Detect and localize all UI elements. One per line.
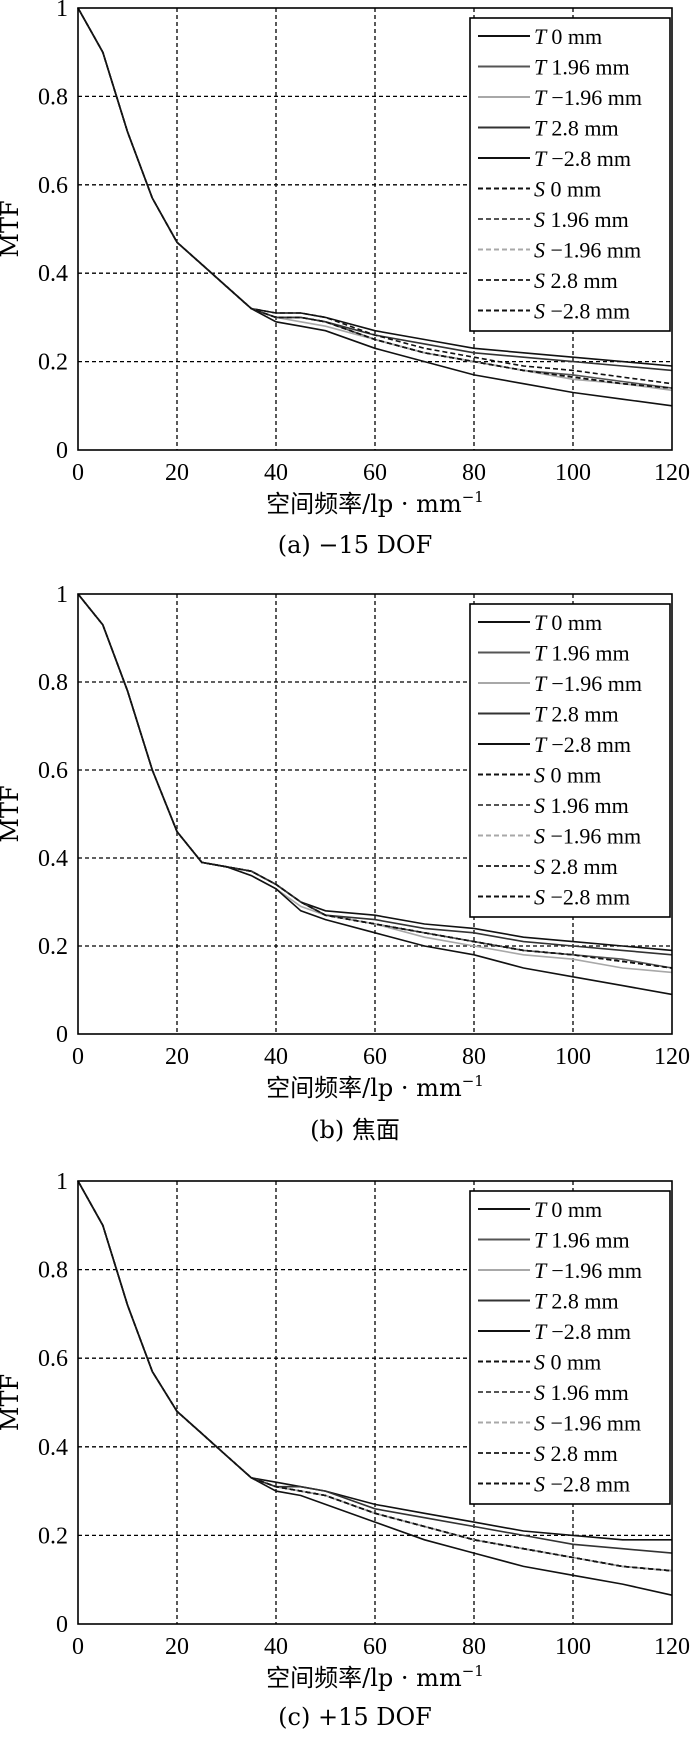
legend-label: T 0 mm bbox=[534, 24, 602, 49]
legend-label: S 2.8 mm bbox=[534, 268, 618, 293]
legend-label: T 2.8 mm bbox=[534, 1289, 619, 1314]
legend-label: S −2.8 mm bbox=[534, 1472, 630, 1497]
legend-label: T −2.8 mm bbox=[534, 732, 631, 757]
x-tick-label: 20 bbox=[165, 1044, 189, 1070]
legend-label: S −2.8 mm bbox=[534, 299, 630, 324]
legend: T 0 mm T 1.96 mm T −1.96 mm T 2.8 mm T −2.8 … bbox=[469, 1190, 671, 1505]
y-axis-label: MTF bbox=[0, 200, 24, 257]
series-line bbox=[77, 1180, 673, 1572]
x-tick-label: 20 bbox=[165, 1634, 189, 1660]
series-line bbox=[77, 593, 673, 969]
chart-panel-2: 0 20 40 60 80 100 120 0 0.2 0.4 0.6 0.8 1 MTF 空间频率/lp … bbox=[0, 582, 690, 1144]
legend: T 0 mm T 1.96 mm T −1.96 mm T 2.8 mm T −2.8 … bbox=[469, 603, 671, 918]
y-tick-label: 0.4 bbox=[38, 846, 68, 872]
x-tick-label: 40 bbox=[264, 460, 288, 486]
plot-frame bbox=[77, 1180, 673, 1625]
y-axis-label: MTF bbox=[0, 785, 24, 842]
legend-label: T 2.8 mm bbox=[534, 116, 619, 141]
legend-label: S 1.96 mm bbox=[534, 207, 629, 232]
x-axis-label: 空间频率/lp · mm−1 bbox=[266, 1072, 484, 1102]
y-tick-label: 0.4 bbox=[38, 261, 68, 287]
x-tick-label: 100 bbox=[555, 1634, 591, 1660]
x-tick-label: 0 bbox=[72, 1634, 84, 1660]
legend-label: S −1.96 mm bbox=[534, 238, 641, 263]
legend-label: T 2.8 mm bbox=[534, 702, 619, 727]
legend-label: T −2.8 mm bbox=[534, 146, 631, 171]
y-tick-label: 0.4 bbox=[38, 1435, 68, 1461]
legend-label: T 0 mm bbox=[534, 610, 602, 635]
x-tick-label: 0 bbox=[72, 460, 84, 486]
x-tick-label: 40 bbox=[264, 1044, 288, 1070]
legend-label: S 0 mm bbox=[534, 177, 601, 202]
x-tick-label: 80 bbox=[462, 1044, 486, 1070]
legend-label: S 2.8 mm bbox=[534, 1441, 618, 1466]
legend: T 0 mm T 1.96 mm T −1.96 mm T 2.8 mm T −2.8 … bbox=[469, 17, 671, 332]
y-tick-label: 0.6 bbox=[38, 1346, 68, 1372]
legend-label: S −1.96 mm bbox=[534, 824, 641, 849]
x-tick-label: 120 bbox=[654, 1044, 690, 1070]
legend-label: T 1.96 mm bbox=[534, 55, 630, 80]
x-tick-label: 100 bbox=[555, 460, 591, 486]
plot-frame bbox=[77, 593, 673, 1035]
y-tick-label: 0.6 bbox=[38, 758, 68, 784]
x-tick-label: 20 bbox=[165, 460, 189, 486]
y-tick-label: 0.8 bbox=[38, 84, 68, 110]
chart-panel-1: 0 20 40 60 80 100 120 0 0.2 0.4 0.6 0.8 1 MTF 空间频率/lp … bbox=[0, 0, 690, 559]
legend-label: T −2.8 mm bbox=[534, 1319, 631, 1344]
legend-label: T 1.96 mm bbox=[534, 1228, 630, 1253]
x-tick-label: 60 bbox=[363, 1634, 387, 1660]
y-tick-label: 0.2 bbox=[38, 350, 68, 376]
panel-caption: (b) 焦面 bbox=[310, 1116, 400, 1144]
x-tick-label: 60 bbox=[363, 1044, 387, 1070]
chart-panel-3: 0 20 40 60 80 100 120 0 0.2 0.4 0.6 0.8 1 MTF 空间频率/lp … bbox=[0, 1169, 690, 1731]
y-tick-label: 0.2 bbox=[38, 1523, 68, 1549]
legend-label: S 0 mm bbox=[534, 763, 601, 788]
legend-box bbox=[469, 17, 671, 332]
legend-box bbox=[469, 1190, 671, 1505]
x-tick-label: 120 bbox=[654, 1634, 690, 1660]
plot-frame bbox=[77, 7, 673, 451]
x-axis-label: 空间频率/lp · mm−1 bbox=[266, 488, 484, 518]
panel-caption: (a) −15 DOF bbox=[278, 531, 433, 559]
y-tick-label: 1 bbox=[56, 582, 68, 608]
legend-label: T −1.96 mm bbox=[534, 85, 642, 110]
y-tick-label: 0 bbox=[56, 1022, 68, 1048]
series-line bbox=[77, 7, 673, 389]
x-axis-label: 空间频率/lp · mm−1 bbox=[266, 1662, 484, 1692]
y-tick-label: 0.2 bbox=[38, 934, 68, 960]
y-tick-label: 0 bbox=[56, 438, 68, 464]
legend-label: T 0 mm bbox=[534, 1197, 602, 1222]
legend-label: T 1.96 mm bbox=[534, 641, 630, 666]
legend-label: S 1.96 mm bbox=[534, 1380, 629, 1405]
legend-label: T −1.96 mm bbox=[534, 671, 642, 696]
legend-label: S 1.96 mm bbox=[534, 793, 629, 818]
y-tick-label: 0.8 bbox=[38, 1258, 68, 1284]
x-tick-label: 40 bbox=[264, 1634, 288, 1660]
x-tick-label: 0 bbox=[72, 1044, 84, 1070]
x-tick-label: 80 bbox=[462, 460, 486, 486]
legend-box bbox=[469, 603, 671, 918]
panel-caption: (c) +15 DOF bbox=[278, 1703, 432, 1731]
x-tick-label: 80 bbox=[462, 1634, 486, 1660]
y-tick-label: 0 bbox=[56, 1612, 68, 1638]
y-tick-label: 1 bbox=[56, 0, 68, 22]
y-axis-label: MTF bbox=[0, 1374, 24, 1431]
x-tick-label: 120 bbox=[654, 460, 690, 486]
legend-label: S 0 mm bbox=[534, 1350, 601, 1375]
y-tick-label: 0.8 bbox=[38, 670, 68, 696]
legend-label: T −1.96 mm bbox=[534, 1258, 642, 1283]
x-tick-label: 60 bbox=[363, 460, 387, 486]
y-tick-label: 1 bbox=[56, 1169, 68, 1195]
x-tick-label: 100 bbox=[555, 1044, 591, 1070]
y-tick-label: 0.6 bbox=[38, 173, 68, 199]
legend-label: S 2.8 mm bbox=[534, 854, 618, 879]
legend-label: S −2.8 mm bbox=[534, 885, 630, 910]
legend-label: S −1.96 mm bbox=[534, 1411, 641, 1436]
